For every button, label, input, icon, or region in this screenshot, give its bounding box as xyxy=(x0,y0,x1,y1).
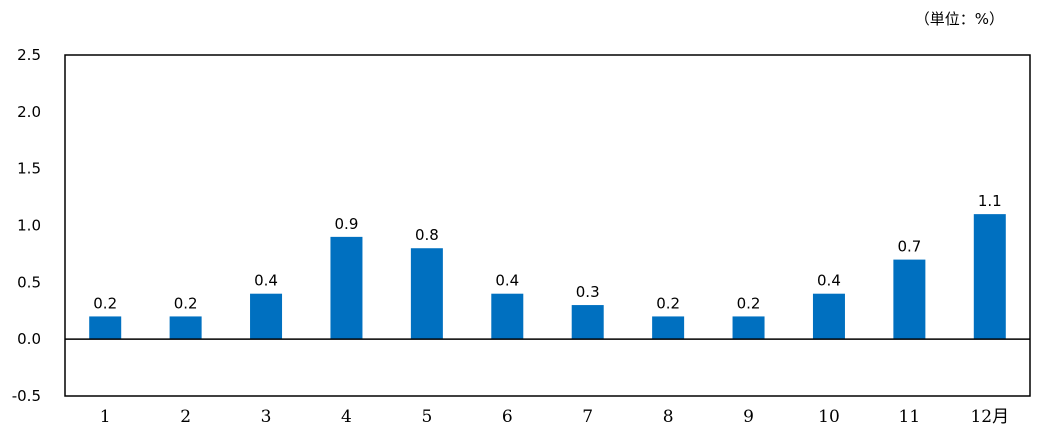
bar xyxy=(410,248,443,340)
bar xyxy=(652,316,685,340)
data-label: 0.8 xyxy=(415,226,439,244)
y-tick-label: 0.0 xyxy=(17,330,41,348)
y-tick-label: 1.5 xyxy=(17,160,41,178)
data-label: 0.7 xyxy=(897,238,921,256)
data-label: 0.4 xyxy=(495,272,519,290)
bar xyxy=(169,316,202,340)
y-tick-label: 2.0 xyxy=(17,103,41,121)
bar xyxy=(732,316,765,340)
bar xyxy=(330,236,363,340)
data-label: 0.2 xyxy=(656,294,680,312)
x-tick-label: 2 xyxy=(180,407,191,427)
x-tick-label: 4 xyxy=(341,407,352,427)
x-tick-label: 10 xyxy=(818,407,840,427)
bar xyxy=(491,293,524,340)
data-label: 0.2 xyxy=(737,294,761,312)
data-label: 0.2 xyxy=(93,294,117,312)
x-tick-label: 11 xyxy=(899,407,921,427)
bar xyxy=(89,316,122,340)
bar xyxy=(812,293,845,340)
x-tick-label: 5 xyxy=(421,407,432,427)
y-tick-label: -0.5 xyxy=(12,387,41,405)
x-tick-label: 1 xyxy=(100,407,111,427)
data-label: 1.1 xyxy=(978,192,1002,210)
data-label: 0.9 xyxy=(335,215,359,233)
bar xyxy=(571,305,604,340)
x-tick-label: 3 xyxy=(261,407,272,427)
bar xyxy=(250,293,283,340)
y-tick-label: 1.0 xyxy=(17,217,41,235)
x-tick-label: 7 xyxy=(582,407,593,427)
data-label: 0.4 xyxy=(254,272,278,290)
x-tick-label: 8 xyxy=(663,407,674,427)
bar xyxy=(893,259,926,340)
y-tick-label: 0.5 xyxy=(17,273,41,291)
data-label: 0.2 xyxy=(174,294,198,312)
bar xyxy=(973,214,1006,340)
y-tick-label: 2.5 xyxy=(17,46,41,64)
plot-frame xyxy=(64,54,1031,397)
data-label: 0.4 xyxy=(817,272,841,290)
x-tick-label: 12月 xyxy=(970,407,1009,427)
x-tick-label: 6 xyxy=(502,407,513,427)
data-label: 0.3 xyxy=(576,283,600,301)
unit-note: （単位：%） xyxy=(914,10,1004,28)
x-tick-label: 9 xyxy=(743,407,754,427)
